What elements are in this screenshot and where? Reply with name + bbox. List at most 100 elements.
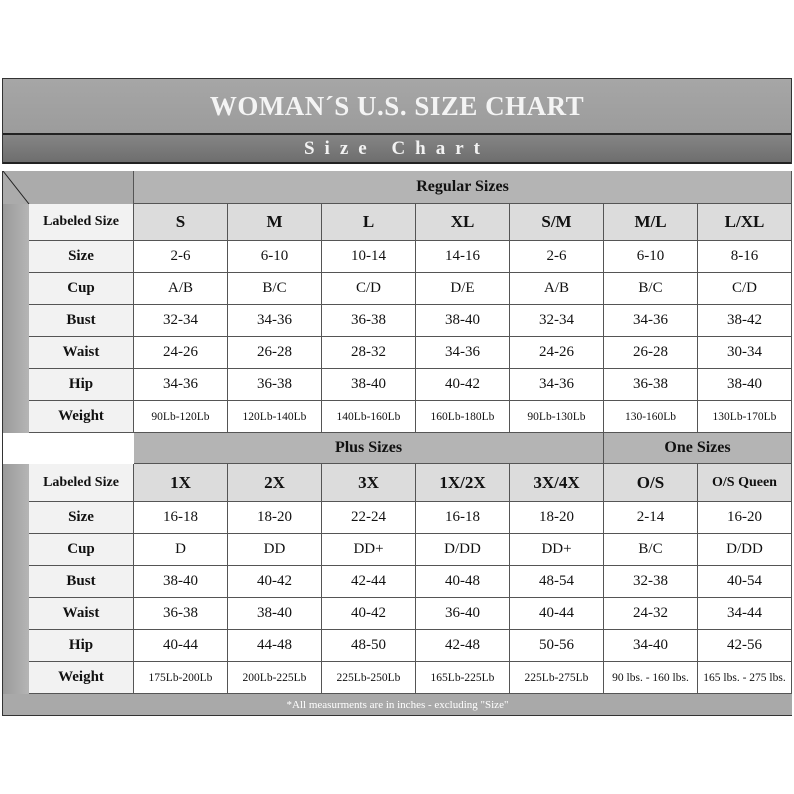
labeled-size-label: Labeled Size	[29, 464, 134, 502]
table-cell: 130-160Lb	[604, 401, 698, 433]
table-cell: 26-28	[604, 337, 698, 369]
table-cell: 200Lb-225Lb	[228, 662, 322, 694]
table-cell: 2-6	[134, 241, 228, 273]
table-cell: 48-50	[322, 630, 416, 662]
table-cell: 90Lb-130Lb	[510, 401, 604, 433]
table-cell: 10-14	[322, 241, 416, 273]
table-cell: C/D	[698, 273, 792, 305]
size-header: L/XL	[698, 204, 792, 241]
table-cell: 22-24	[322, 502, 416, 534]
table-cell: DD+	[322, 534, 416, 566]
table-cell: 32-34	[510, 305, 604, 337]
table-cell: 90Lb-120Lb	[134, 401, 228, 433]
table-cell: 120Lb-140Lb	[228, 401, 322, 433]
table-cell: 18-20	[228, 502, 322, 534]
chart-subtitle: Size Chart	[3, 135, 791, 164]
size-header: 1X/2X	[416, 464, 510, 502]
table-cell: 40-44	[134, 630, 228, 662]
table-cell: 32-38	[604, 566, 698, 598]
row-label-size: Size	[29, 241, 134, 273]
diagonal-line	[3, 171, 30, 204]
table-cell: 16-18	[134, 502, 228, 534]
table-cell: 48-54	[510, 566, 604, 598]
table-cell: 42-44	[322, 566, 416, 598]
table-cell: 34-36	[604, 305, 698, 337]
table-cell: 40-42	[416, 369, 510, 401]
size-header: M	[228, 204, 322, 241]
row-label-cup: Cup	[29, 534, 134, 566]
table-cell: 6-10	[604, 241, 698, 273]
size-chart: WOMAN´S U.S. SIZE CHART Size Chart Regul…	[1, 78, 793, 716]
table-cell: 18-20	[510, 502, 604, 534]
table-cell: 34-44	[698, 598, 792, 630]
table-cell: A/B	[134, 273, 228, 305]
table-cell: 44-48	[228, 630, 322, 662]
table-cell: 38-40	[228, 598, 322, 630]
table-cell: 14-16	[416, 241, 510, 273]
group-header-regular: Regular Sizes	[134, 171, 792, 204]
table-cell: 36-38	[228, 369, 322, 401]
table-cell: C/D	[322, 273, 416, 305]
table-cell: D/DD	[416, 534, 510, 566]
size-header: 3X/4X	[510, 464, 604, 502]
row-label-weight: Weight	[29, 401, 134, 433]
table-cell: 38-40	[698, 369, 792, 401]
labeled-size-label: Labeled Size	[29, 204, 134, 241]
table-cell: D/DD	[698, 534, 792, 566]
table-cell: 6-10	[228, 241, 322, 273]
table-cell: 40-42	[322, 598, 416, 630]
table-cell: 36-38	[604, 369, 698, 401]
table-cell: 24-32	[604, 598, 698, 630]
table-cell: 40-42	[228, 566, 322, 598]
row-label-waist: Waist	[29, 337, 134, 369]
table-cell: 28-32	[322, 337, 416, 369]
table-cell: 34-36	[228, 305, 322, 337]
corner-cell	[3, 433, 134, 464]
table-cell: B/C	[604, 273, 698, 305]
size-header: O/S	[604, 464, 698, 502]
row-label-bust: Bust	[29, 566, 134, 598]
divider	[1, 164, 793, 171]
table-cell: 130Lb-170Lb	[698, 401, 792, 433]
table-cell: 34-36	[416, 337, 510, 369]
table-cell: 40-44	[510, 598, 604, 630]
row-label-waist: Waist	[29, 598, 134, 630]
size-table: Regular Sizes Labeled Size S M L XL S/M M/L L/XL…	[3, 171, 792, 715]
table-cell: 34-40	[604, 630, 698, 662]
table-cell: 42-48	[416, 630, 510, 662]
table-cell: 38-42	[698, 305, 792, 337]
table-cell: 90 lbs. - 160 lbs.	[604, 662, 698, 694]
table-cell: 16-18	[416, 502, 510, 534]
table-cell: 36-38	[134, 598, 228, 630]
table-cell: 24-26	[510, 337, 604, 369]
table-cell: 165 lbs. - 275 lbs.	[698, 662, 792, 694]
table-cell: 24-26	[134, 337, 228, 369]
size-header: XL	[416, 204, 510, 241]
table-cell: 38-40	[322, 369, 416, 401]
size-header: M/L	[604, 204, 698, 241]
table-cell: B/C	[604, 534, 698, 566]
table-cell: 34-36	[510, 369, 604, 401]
size-header: S/M	[510, 204, 604, 241]
table-cell: 40-48	[416, 566, 510, 598]
corner-cell	[3, 171, 134, 204]
size-header: 3X	[322, 464, 416, 502]
group-header-plus: Plus Sizes	[134, 433, 604, 464]
size-header: S	[134, 204, 228, 241]
table-cell: A/B	[510, 273, 604, 305]
table-cell: 225Lb-250Lb	[322, 662, 416, 694]
side-strip	[3, 204, 29, 433]
table-cell: DD	[228, 534, 322, 566]
table-cell: 16-20	[698, 502, 792, 534]
table-cell: 32-34	[134, 305, 228, 337]
table-cell: 225Lb-275Lb	[510, 662, 604, 694]
size-header: L	[322, 204, 416, 241]
table-cell: D	[134, 534, 228, 566]
table-cell: 38-40	[416, 305, 510, 337]
row-label-cup: Cup	[29, 273, 134, 305]
chart-title: WOMAN´S U.S. SIZE CHART	[3, 79, 791, 135]
size-header: 1X	[134, 464, 228, 502]
side-strip	[3, 464, 29, 694]
table-cell: 140Lb-160Lb	[322, 401, 416, 433]
table-cell: 30-34	[698, 337, 792, 369]
